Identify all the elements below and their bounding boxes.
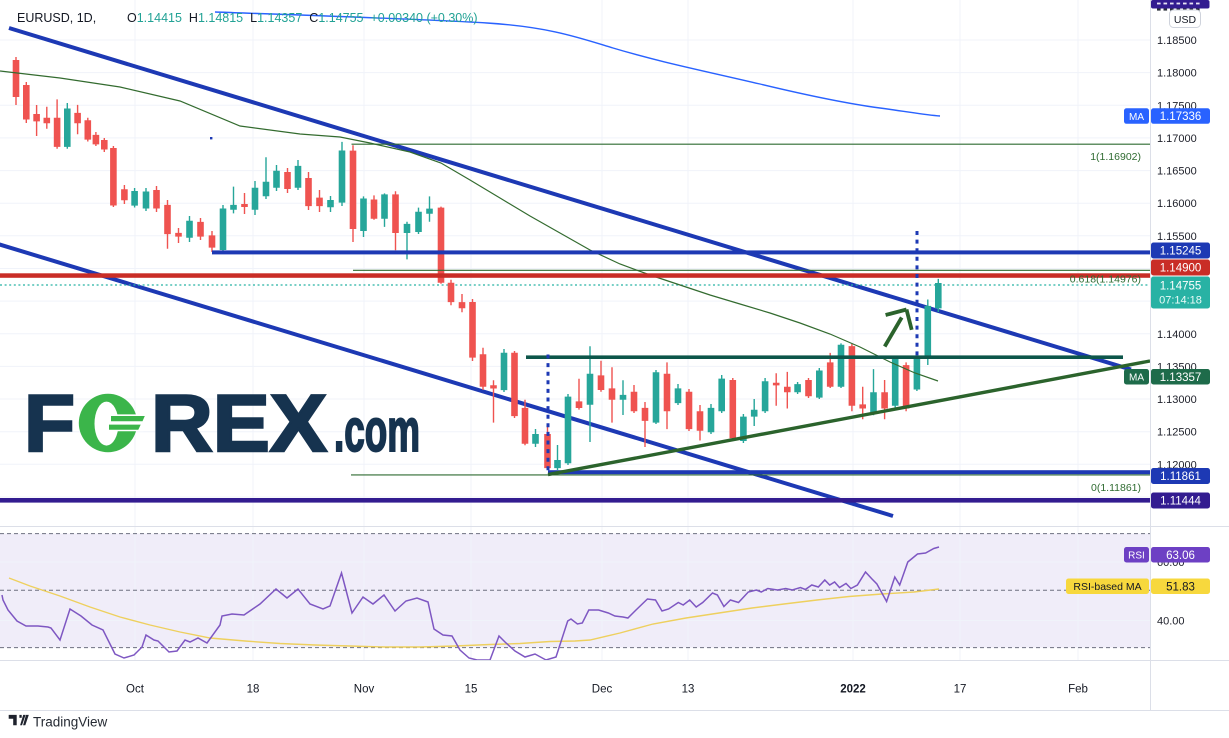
svg-text:1.16000: 1.16000 [1157,198,1197,210]
svg-text:1.14755: 1.14755 [1160,281,1202,293]
svg-text:1.18000: 1.18000 [1157,68,1197,80]
svg-text:Feb: Feb [1068,684,1088,696]
svg-text:MA: MA [1129,112,1144,123]
svg-text:TradingView: TradingView [33,714,108,729]
svg-text:1.14000: 1.14000 [1157,329,1197,341]
svg-text:RSI-based MA: RSI-based MA [1073,581,1141,593]
svg-text:2022: 2022 [840,684,866,696]
svg-text:Oct: Oct [126,684,145,696]
svg-text:1.11444: 1.11444 [1160,496,1201,508]
svg-text:RSI: RSI [1128,551,1145,562]
svg-text:1.17000: 1.17000 [1157,133,1197,145]
svg-text:1.14900: 1.14900 [1160,263,1202,275]
svg-text:.com: .com [334,397,420,464]
svg-text:Nov: Nov [354,684,375,696]
svg-text:1.13000: 1.13000 [1157,394,1197,406]
svg-text:40.00: 40.00 [1157,616,1185,628]
svg-text:Dec: Dec [592,684,613,696]
svg-text:USD: USD [1174,14,1197,26]
svg-text:07:14:18: 07:14:18 [1159,295,1202,307]
svg-text:REX: REX [151,379,327,469]
svg-text:0(1.11861): 0(1.11861) [1091,482,1141,494]
svg-text:1.15500: 1.15500 [1157,231,1197,243]
svg-text:MA: MA [1129,373,1144,384]
svg-text:1.17336: 1.17336 [1160,111,1202,123]
svg-text:EURUSD, 1D,: EURUSD, 1D, [17,11,96,25]
svg-text:1.16500: 1.16500 [1157,166,1197,178]
svg-text:13: 13 [682,684,695,696]
svg-text:1.13357: 1.13357 [1160,372,1202,384]
svg-text:0.618(1.14976): 0.618(1.14976) [1070,274,1141,286]
svg-text:1.11861: 1.11861 [1160,471,1201,483]
svg-text:63.06: 63.06 [1166,550,1195,562]
svg-text:17: 17 [954,684,967,696]
svg-text:1(1.16902): 1(1.16902) [1090,151,1141,163]
svg-text:51.83: 51.83 [1166,581,1195,593]
svg-text:15: 15 [465,684,478,696]
svg-text:1.15245: 1.15245 [1160,246,1202,258]
svg-text:1.18500: 1.18500 [1157,35,1197,47]
svg-text:18: 18 [247,684,260,696]
svg-text:1.12500: 1.12500 [1157,427,1197,439]
svg-text:F: F [24,379,75,469]
